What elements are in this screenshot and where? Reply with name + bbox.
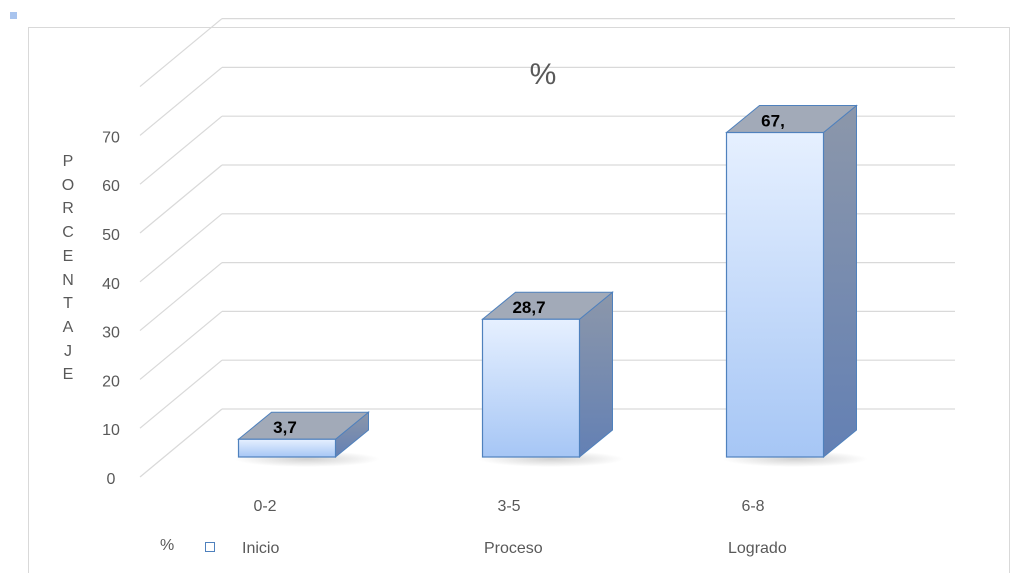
y-axis-label-letter-0: P	[63, 150, 74, 174]
y-axis-label-letter-6: T	[63, 292, 73, 316]
y-axis-ticks: 0 10 20 30 40 50 60 70	[102, 129, 120, 488]
legend-item-logrado: Logrado	[728, 540, 787, 558]
bar-6-8: 67,	[722, 106, 868, 467]
bars: 3,7 28,7 67,	[234, 106, 868, 467]
y-tick-70: 70	[102, 129, 120, 146]
bar-front-1	[483, 319, 580, 457]
y-axis-label-letter-9: E	[63, 363, 74, 387]
y-axis-label-letter-2: R	[62, 197, 74, 221]
grid-diagonal-60	[140, 116, 222, 184]
x-axis-ticks: 0-2 3-5 6-8	[253, 498, 764, 515]
data-label-0: 3,7	[273, 418, 297, 437]
data-label-2: 67,	[761, 112, 785, 131]
bar-side-1	[580, 292, 613, 457]
grid-diagonal-70	[140, 67, 222, 135]
y-axis-label-letter-4: E	[63, 245, 74, 269]
data-label-1: 28,7	[512, 298, 545, 317]
y-tick-0: 0	[107, 471, 116, 488]
grid-diagonal-20	[140, 311, 222, 379]
y-tick-20: 20	[102, 373, 120, 390]
x-tick-0-2: 0-2	[253, 498, 276, 515]
grid-diagonal-80	[140, 19, 222, 87]
grid-diagonal-30	[140, 263, 222, 331]
y-axis-label-letter-5: N	[62, 269, 74, 293]
y-axis-label-letter-1: O	[62, 174, 74, 198]
bar-front-0	[239, 439, 336, 457]
y-tick-30: 30	[102, 325, 120, 342]
y-tick-60: 60	[102, 178, 120, 195]
legend-marker-label: %	[160, 537, 174, 555]
x-tick-3-5: 3-5	[497, 498, 520, 515]
legend-item-proceso: Proceso	[484, 540, 543, 558]
y-tick-40: 40	[102, 276, 120, 293]
y-axis-label-letter-8: J	[64, 340, 72, 364]
y-tick-10: 10	[102, 422, 120, 439]
grid-diagonal-50	[140, 165, 222, 233]
bar-side-2	[824, 106, 857, 457]
chart-title: %	[530, 58, 557, 91]
x-tick-6-8: 6-8	[741, 498, 764, 515]
legend-item-inicio: Inicio	[242, 540, 279, 558]
bar-front-2	[727, 133, 824, 457]
legend-marker-box	[205, 542, 215, 552]
y-axis-label-letter-3: C	[62, 221, 74, 245]
grid-diagonal-0	[140, 409, 222, 477]
bar-0-2: 3,7	[234, 412, 380, 467]
y-axis-label-letter-7: A	[63, 316, 74, 340]
grid-diagonal-40	[140, 214, 222, 282]
grid-diagonal-10	[140, 360, 222, 428]
y-tick-50: 50	[102, 227, 120, 244]
bar-3-5: 28,7	[478, 292, 624, 467]
